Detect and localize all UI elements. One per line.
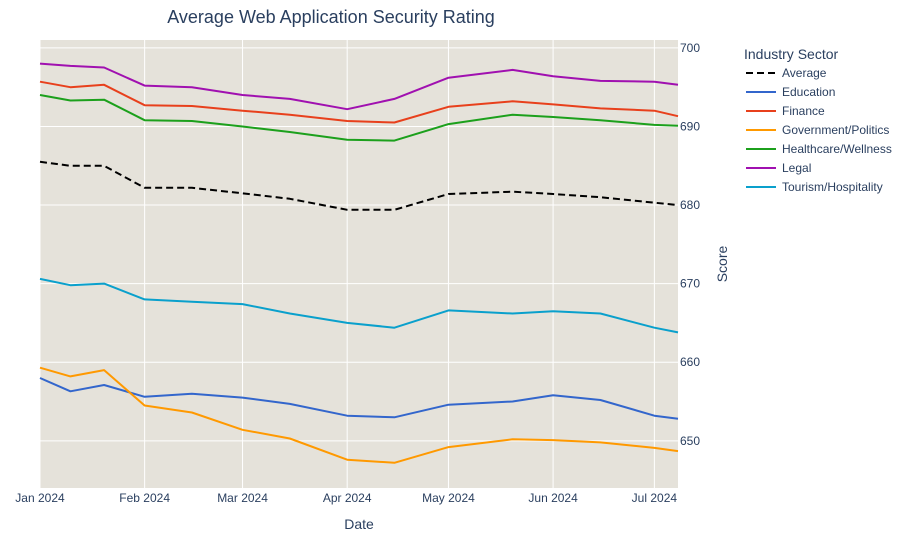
legend-item-legal[interactable]: Legal xyxy=(782,161,811,175)
series-line-government-politics xyxy=(39,366,679,464)
x-axis-ticks: Jan 2024 Feb 2024 Mar 2024 Apr 2024 May 2024… xyxy=(15,491,677,505)
gridlines xyxy=(39,40,678,488)
y-tick-label: 670 xyxy=(680,277,700,291)
series-line-healthcare-wellness xyxy=(39,94,679,142)
legend-title: Industry Sector xyxy=(744,46,838,62)
x-tick-label: Jan 2024 xyxy=(15,491,65,505)
x-tick-label: Feb 2024 xyxy=(119,491,170,505)
x-tick-label: May 2024 xyxy=(422,491,475,505)
x-tick-label: Apr 2024 xyxy=(323,491,372,505)
chart-title: Average Web Application Security Rating xyxy=(167,7,495,27)
y-tick-label: 650 xyxy=(680,434,700,448)
plot-background xyxy=(40,40,678,488)
y-axis-ticks: 650 660 670 680 690 700 xyxy=(680,41,700,448)
series-lines xyxy=(39,62,679,464)
x-axis-title: Date xyxy=(344,516,374,532)
legend-item-government-politics[interactable]: Government/Politics xyxy=(782,123,889,137)
legend-item-finance[interactable]: Finance xyxy=(782,104,825,118)
y-tick-label: 700 xyxy=(680,41,700,55)
series-line-legal xyxy=(39,62,679,111)
y-tick-label: 690 xyxy=(680,119,700,133)
x-tick-label: Jul 2024 xyxy=(632,491,678,505)
legend-item-average[interactable]: Average xyxy=(782,66,827,80)
legend: Industry Sector Average Education Finance G… xyxy=(744,46,892,194)
legend-item-healthcare-wellness[interactable]: Healthcare/Wellness xyxy=(782,142,892,156)
x-tick-label: Mar 2024 xyxy=(217,491,268,505)
series-line-average xyxy=(39,160,679,211)
series-line-finance xyxy=(39,80,679,124)
legend-item-tourism-hospitality[interactable]: Tourism/Hospitality xyxy=(782,180,883,194)
series-line-education xyxy=(39,377,679,420)
y-axis-title: Score xyxy=(714,246,730,283)
series-line-tourism-hospitality xyxy=(39,277,679,334)
y-tick-label: 680 xyxy=(680,198,700,212)
x-tick-label: Jun 2024 xyxy=(528,491,578,505)
legend-item-education[interactable]: Education xyxy=(782,85,835,99)
y-tick-label: 660 xyxy=(680,355,700,369)
